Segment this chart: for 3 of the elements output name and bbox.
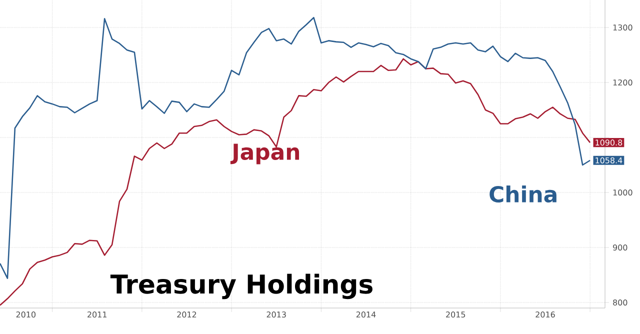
text: Treasury Holdings (110, 274, 372, 300)
series-label: Japan (230, 144, 300, 164)
series-label: China (490, 186, 556, 203)
